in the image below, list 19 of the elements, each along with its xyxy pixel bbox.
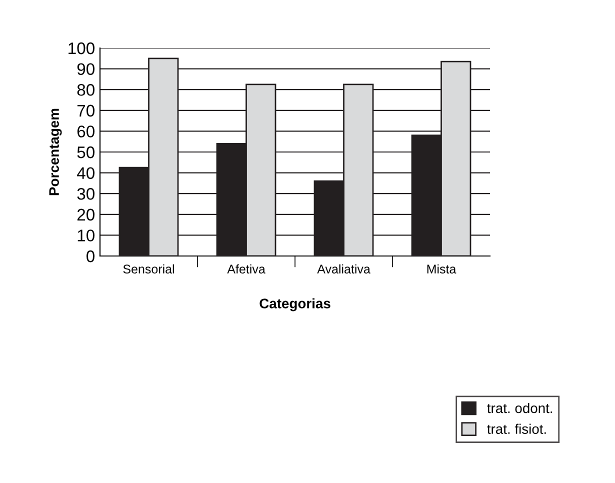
y-axis-title: Porcentagem [49,108,62,196]
y-tick-label: 0 [86,250,94,262]
x-tick-label: Afetiva [227,264,266,274]
x-tick-label: Mista [427,264,456,274]
y-tick-label: 30 [77,188,94,200]
y-tick-label: 90 [77,63,94,76]
y-tick-label: 40 [76,167,94,180]
y-tick-label: 100 [68,42,94,54]
x-tick-label: Avaliativa [317,264,370,274]
y-tick-label: 20 [77,208,94,221]
y-tick-label: 50 [77,146,94,158]
y-tick-label: 60 [77,126,94,138]
legend-label: trat. fisiot. [487,424,546,434]
x-axis-title: Categorias [260,298,330,312]
y-tick-label: 80 [77,84,94,96]
x-tick-label: Sensorial [123,264,174,274]
y-tick-label: 70 [77,104,94,117]
y-tick-label: 10 [78,230,94,242]
legend-label: trat. odont. [487,402,552,414]
